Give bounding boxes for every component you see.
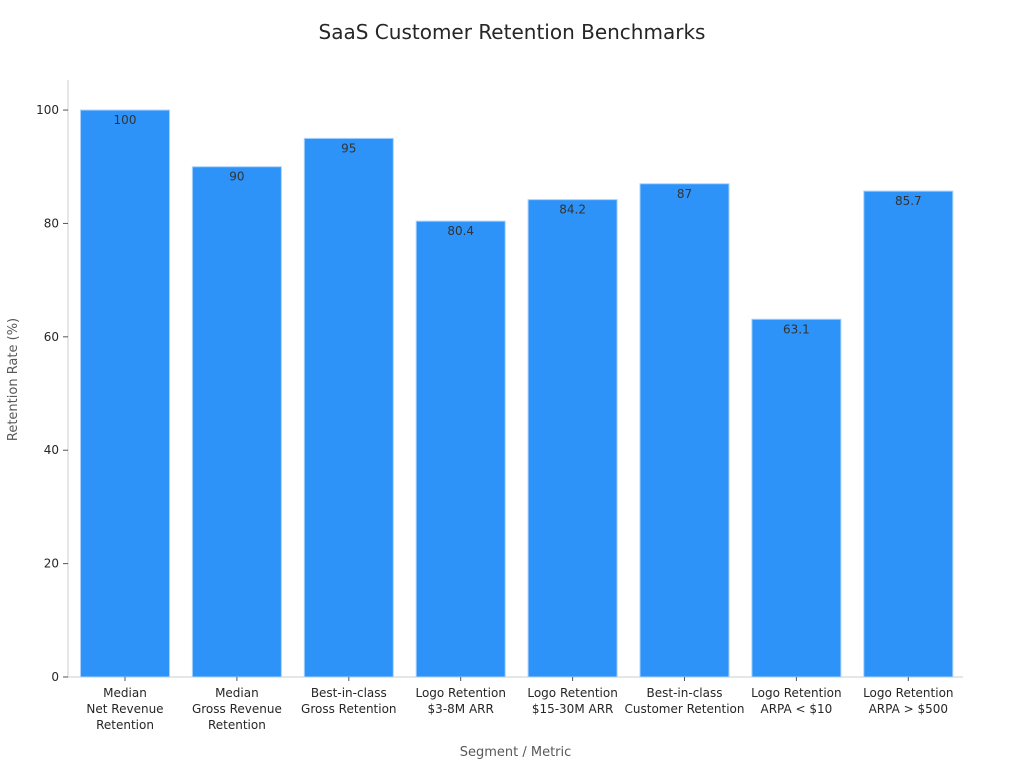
- chart-title: SaaS Customer Retention Benchmarks: [318, 20, 706, 44]
- x-tick-label-line: ARPA < $10: [760, 702, 832, 716]
- bar: [80, 109, 170, 678]
- y-tick-label: 60: [44, 330, 59, 344]
- bar-value-label: 95: [341, 141, 356, 155]
- x-tick-label-line: Customer Retention: [625, 702, 745, 716]
- x-tick-label: Median Gross Revenue Retention: [192, 686, 282, 732]
- x-tick-label-line: Logo Retention: [527, 686, 617, 700]
- x-tick-label-line: Gross Retention: [301, 702, 397, 716]
- y-axis-label: Retention Rate (%): [6, 318, 21, 441]
- x-tick-label-line: Gross Revenue: [192, 702, 282, 716]
- bar-value-label: 84.2: [559, 203, 586, 217]
- y-tick-label: 40: [44, 443, 59, 457]
- x-tick-label: Logo Retention ARPA > $500: [863, 686, 953, 716]
- x-tick-label-line: Median: [215, 686, 259, 700]
- y-tick-label: 100: [36, 103, 59, 117]
- bar-value-label: 63.1: [783, 322, 810, 336]
- x-tick-label-line: Retention: [208, 718, 266, 732]
- x-tick-label-line: $3-8M ARR: [428, 702, 494, 716]
- bar-value-label: 80.4: [447, 224, 474, 238]
- bar: [863, 190, 954, 678]
- x-tick-label: Logo Retention $3-8M ARR: [415, 686, 505, 716]
- bar: [191, 166, 282, 678]
- bar: [527, 199, 618, 678]
- bar-value-label: 85.7: [895, 194, 922, 208]
- x-tick-label-line: $15-30M ARR: [532, 702, 614, 716]
- x-tick-label: Median Net Revenue Retention: [86, 686, 163, 732]
- x-tick-label-line: Logo Retention: [415, 686, 505, 700]
- x-tick-label-line: Logo Retention: [751, 686, 841, 700]
- bar: [415, 220, 506, 678]
- y-tick-label: 80: [44, 216, 59, 230]
- x-tick-label: Best-in-class Customer Retention: [625, 686, 745, 716]
- x-axis-label: Segment / Metric: [460, 745, 572, 760]
- x-tick-label-line: Retention: [96, 718, 154, 732]
- x-tick-label: Logo Retention $15-30M ARR: [527, 686, 617, 716]
- bar: [639, 183, 730, 678]
- bar-value-label: 100: [114, 113, 137, 127]
- x-tick-label-line: Net Revenue: [86, 702, 163, 716]
- y-tick-label: 20: [44, 557, 59, 571]
- x-tick-label-line: Median: [103, 686, 147, 700]
- x-tick-label-line: Logo Retention: [863, 686, 953, 700]
- y-tick-label: 0: [51, 670, 59, 684]
- x-tick-label: Best-in-class Gross Retention: [301, 686, 397, 716]
- x-tick-label-line: ARPA > $500: [869, 702, 948, 716]
- bar: [303, 137, 394, 678]
- bar: [751, 318, 842, 678]
- x-tick-label-line: Best-in-class: [647, 686, 723, 700]
- bar-value-label: 90: [229, 170, 244, 184]
- x-tick-label: Logo Retention ARPA < $10: [751, 686, 841, 716]
- bar-value-label: 87: [677, 187, 692, 201]
- x-tick-label-line: Best-in-class: [311, 686, 387, 700]
